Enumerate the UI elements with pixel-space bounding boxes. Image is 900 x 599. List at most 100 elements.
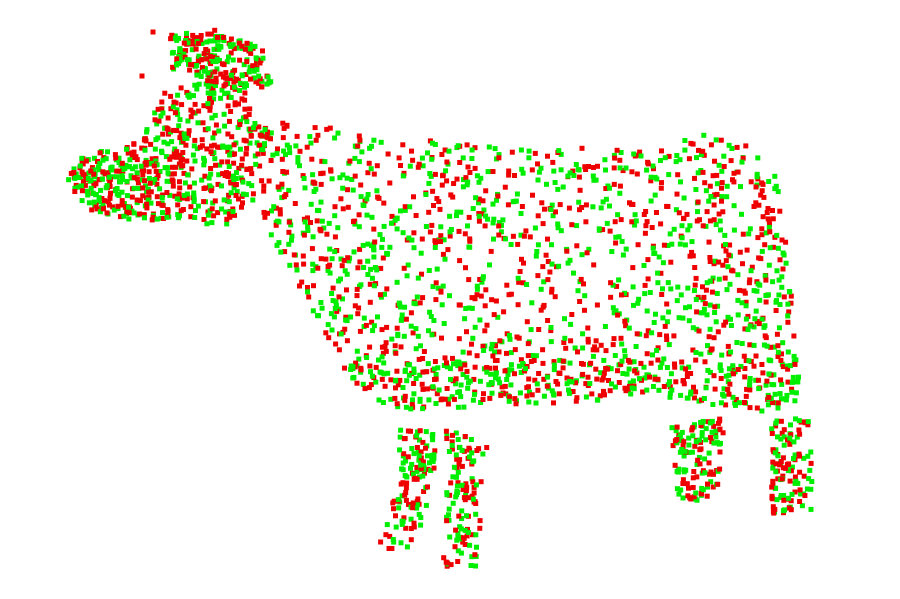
cloud-point [687,223,693,229]
cloud-point [424,386,430,392]
cloud-point [416,511,422,517]
cloud-point [713,431,718,437]
cloud-point [645,276,651,282]
cloud-point [677,157,683,163]
cloud-point [118,214,123,220]
cloud-point [772,391,778,397]
cloud-point [664,319,670,325]
cloud-point [239,156,245,162]
cloud-point [642,291,648,297]
cloud-point [664,301,670,307]
cloud-point [368,166,374,172]
cloud-point [80,179,86,185]
cloud-point [103,156,109,162]
cloud-point [545,236,550,242]
cloud-point [159,150,165,156]
cloud-point [550,213,556,219]
cloud-point [196,40,201,46]
cloud-point [234,189,240,195]
cloud-point [573,398,579,404]
cloud-point [403,490,409,495]
cloud-point [496,349,502,355]
cloud-point [674,191,680,197]
cloud-point [725,314,731,320]
cloud-point [735,272,741,278]
cloud-point [582,164,588,170]
cloud-point [600,199,606,205]
cloud-point [210,58,216,64]
cloud-point [341,257,347,263]
cloud-point [310,268,316,274]
cloud-point [222,123,228,129]
cloud-point [476,200,481,206]
cloud-point [355,143,361,149]
cloud-point [192,82,198,88]
cloud-point [469,295,475,301]
cloud-point [410,500,416,506]
cloud-point [228,190,234,196]
cloud-point [747,387,753,393]
cloud-point [629,219,635,225]
cloud-point [488,248,494,254]
cloud-point [154,162,160,168]
cloud-point [558,228,564,234]
cloud-point [648,178,654,184]
cloud-point [529,353,535,358]
cloud-point [158,113,164,119]
cloud-point [301,232,307,238]
cloud-point [673,379,679,385]
cloud-point [470,496,476,502]
cloud-point [274,151,280,157]
cloud-point [751,324,757,330]
cloud-point [483,188,489,194]
cloud-point [308,220,313,225]
cloud-point [655,376,661,382]
cloud-point [410,397,415,403]
cloud-point [649,225,655,230]
cloud-point [172,110,178,116]
cloud-point [433,297,439,303]
cloud-point [414,464,420,470]
cloud-point [532,150,538,156]
cloud-point [735,367,741,372]
cloud-point [71,166,77,172]
cloud-point [431,203,436,208]
cloud-point [692,282,698,288]
cloud-point [439,335,444,341]
cloud-point [805,422,811,428]
cloud-point [232,212,237,218]
cloud-point [615,368,620,374]
cloud-point [88,168,94,174]
cloud-point [113,155,119,161]
cloud-point [717,362,723,368]
cloud-point [458,550,464,556]
point-layer [66,27,815,569]
cloud-point [249,171,255,177]
cloud-point [521,233,527,239]
cloud-point [417,437,422,443]
cloud-point [693,357,699,363]
cloud-point [162,125,168,131]
cloud-point [144,201,150,207]
cloud-point [242,46,248,52]
cloud-point [195,59,201,65]
cloud-point [306,294,312,300]
cloud-point [338,196,344,202]
cloud-point [477,277,483,282]
cloud-point [588,360,594,366]
cloud-point [184,89,190,95]
cloud-point [465,179,471,185]
cloud-point [192,101,198,107]
cloud-point [612,384,618,390]
cloud-point [371,226,377,232]
cloud-point [225,131,231,137]
cloud-point [607,388,613,394]
cloud-point [468,563,474,568]
cloud-point [451,464,457,470]
cloud-point [201,51,207,57]
cloud-point [228,50,234,56]
cloud-point [476,213,482,219]
cloud-point [774,331,780,337]
cloud-point [770,400,776,406]
